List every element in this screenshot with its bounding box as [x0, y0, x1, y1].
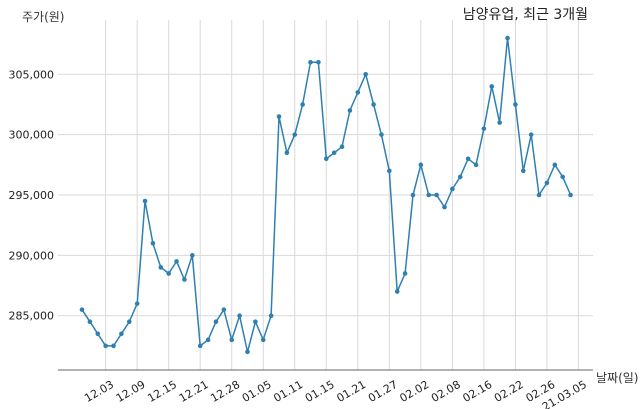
data-point — [457, 174, 463, 180]
data-point — [166, 271, 171, 276]
x-tick-label: 12.28 — [208, 378, 242, 405]
data-point — [308, 59, 313, 65]
data-point — [79, 307, 85, 312]
x-tick-label: 02.02 — [398, 378, 432, 405]
data-point — [323, 156, 329, 162]
data-point — [426, 192, 432, 198]
y-tick-label: 285,000 — [9, 310, 55, 323]
x-tick-label: 02.08 — [429, 378, 463, 405]
x-tick-label: 02.22 — [492, 378, 526, 405]
data-point — [465, 156, 471, 162]
data-point — [442, 204, 447, 210]
y-tick-label: 295,000 — [9, 189, 55, 202]
x-tick-label: 01.05 — [240, 378, 274, 405]
data-point — [394, 289, 400, 294]
data-point — [371, 102, 376, 107]
data-point — [197, 343, 203, 349]
data-point — [103, 343, 108, 349]
data-point — [182, 277, 187, 282]
data-point — [528, 132, 534, 137]
data-point — [237, 313, 242, 318]
x-axis-ticks: 12.0312.0912.1512.2112.2801.0501.1101.15… — [82, 378, 589, 409]
x-tick-label: 12.09 — [114, 378, 148, 405]
data-point — [568, 192, 573, 198]
data-point — [544, 180, 550, 186]
data-point — [418, 162, 424, 168]
data-point — [347, 108, 353, 113]
data-point — [402, 271, 408, 276]
data-point — [560, 174, 565, 180]
data-point — [536, 192, 542, 198]
data-point — [268, 313, 274, 318]
data-point — [142, 198, 148, 204]
data-point — [150, 240, 156, 246]
data-point — [300, 102, 305, 107]
data-point — [87, 319, 93, 325]
data-point — [481, 126, 487, 131]
data-point — [387, 168, 392, 174]
x-tick-label: 01.27 — [366, 378, 400, 405]
series — [79, 35, 573, 355]
y-axis-ticks: 285,000 290,000 295,000 300,000 305,000 — [9, 68, 55, 322]
data-point — [158, 265, 164, 270]
data-point — [111, 343, 116, 349]
x-tick-label: 12.15 — [145, 378, 179, 405]
data-point — [134, 301, 140, 306]
data-point — [552, 162, 558, 168]
x-tick-label: 01.11 — [271, 378, 305, 405]
data-point — [292, 132, 298, 137]
data-point — [119, 331, 124, 337]
data-point — [213, 319, 219, 325]
data-point — [331, 150, 337, 156]
data-point — [95, 331, 101, 337]
data-point — [205, 337, 211, 343]
data-point — [126, 319, 132, 325]
y-tick-label: 290,000 — [9, 249, 55, 262]
data-point — [276, 114, 282, 119]
data-point — [284, 150, 290, 156]
data-point — [355, 90, 361, 95]
data-point — [473, 162, 479, 168]
data-point — [450, 186, 455, 192]
y-tick-label: 305,000 — [9, 68, 55, 81]
chart-title: 남양유업, 최근 3개월 — [462, 7, 588, 23]
y-tick-label: 300,000 — [9, 129, 55, 142]
data-point — [379, 132, 384, 137]
data-point — [513, 102, 518, 107]
data-point — [229, 337, 235, 343]
data-point — [497, 120, 502, 125]
grid — [58, 20, 593, 370]
x-axis-label: 날짜(일) — [596, 371, 639, 385]
data-point — [434, 192, 439, 198]
data-point — [505, 35, 510, 41]
data-point — [410, 192, 416, 198]
x-tick-label: 01.15 — [303, 378, 337, 405]
data-point — [316, 59, 321, 65]
data-point — [190, 253, 195, 258]
x-tick-label: 02.16 — [461, 378, 495, 405]
x-tick-label: 12.03 — [82, 378, 116, 405]
data-point — [253, 319, 258, 325]
x-tick-label: 12.21 — [177, 378, 211, 405]
data-point — [363, 72, 368, 77]
data-point — [489, 84, 495, 89]
y-axis-label: 주가(원) — [22, 10, 65, 24]
data-point — [245, 349, 250, 355]
data-point — [520, 168, 526, 174]
x-tick-label: 01.21 — [334, 378, 368, 405]
data-point — [339, 144, 345, 150]
data-point — [174, 259, 179, 264]
data-point — [221, 307, 227, 312]
data-point — [260, 337, 266, 343]
